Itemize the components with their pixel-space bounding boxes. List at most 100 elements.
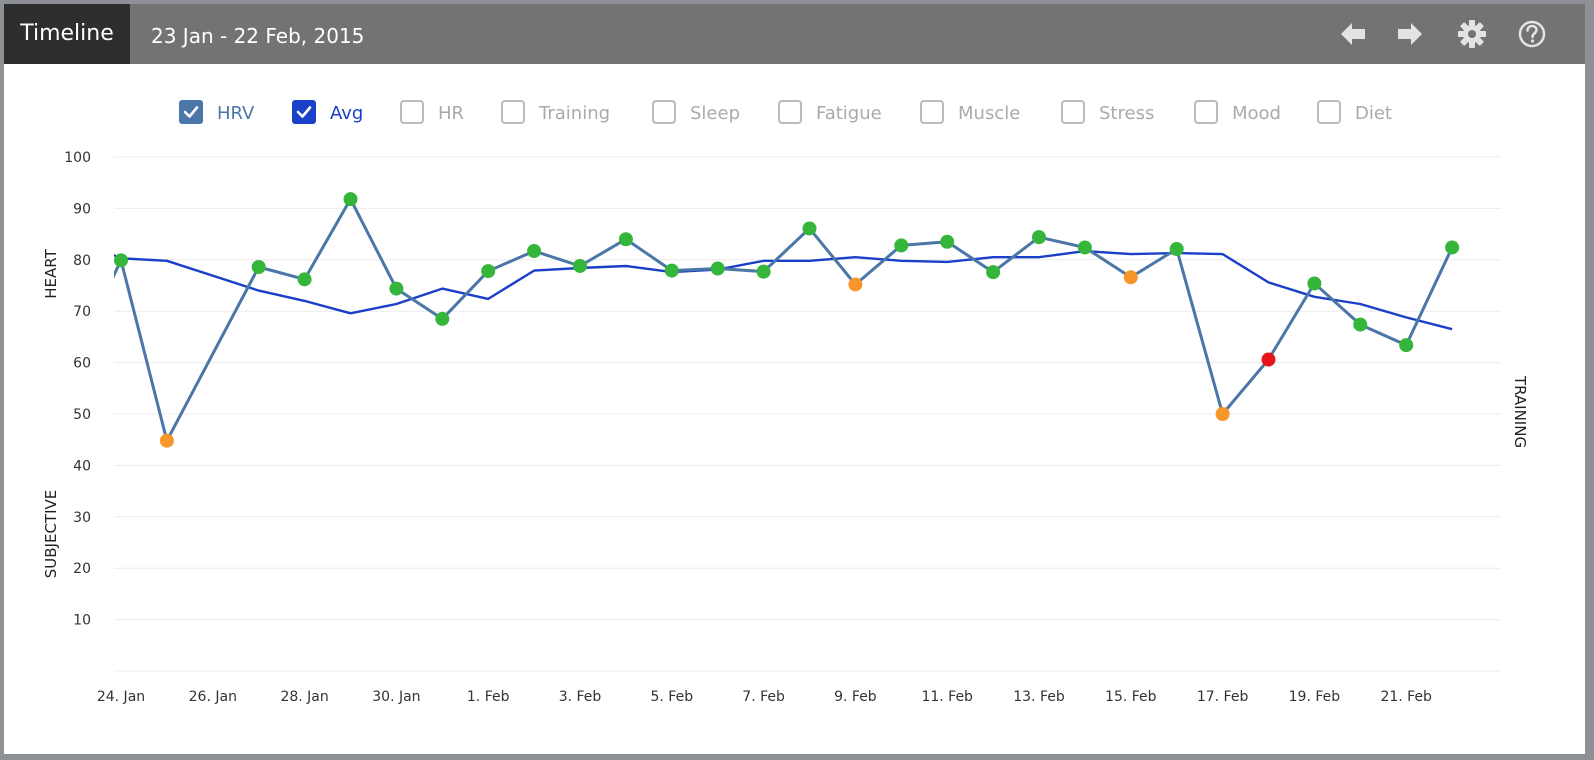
x-tick-label: 24. Jan xyxy=(97,689,145,705)
checkbox-unchecked[interactable] xyxy=(778,100,802,124)
hrv-point-good[interactable] xyxy=(435,311,450,326)
arrow-right-icon[interactable] xyxy=(1394,18,1426,50)
x-tick-label: 11. Feb xyxy=(921,689,973,705)
hrv-point-good[interactable] xyxy=(986,265,1001,280)
y-tick-label: 50 xyxy=(73,407,91,423)
checkbox-unchecked[interactable] xyxy=(1061,100,1085,124)
header-bar: Timeline 23 Jan - 22 Feb, 2015 xyxy=(4,4,1585,64)
legend-label: Muscle xyxy=(958,103,1020,124)
hrv-point-good[interactable] xyxy=(1169,242,1184,257)
y-axis-title-subjective: SUBJECTIVE xyxy=(42,490,60,579)
x-tick-label: 3. Feb xyxy=(559,689,602,705)
hrv-point-warn[interactable] xyxy=(1123,270,1138,285)
hrv-point-good[interactable] xyxy=(251,259,266,274)
legend-label: Sleep xyxy=(690,103,740,124)
app-window: Timeline 23 Jan - 22 Feb, 2015 xyxy=(4,4,1585,754)
legend-item-mood[interactable]: Mood xyxy=(1194,100,1281,124)
y-axis-title-heart: HEART xyxy=(42,248,60,298)
x-tick-label: 9. Feb xyxy=(834,689,877,705)
checkbox-unchecked[interactable] xyxy=(920,100,944,124)
legend-item-hr[interactable]: HR xyxy=(400,100,464,124)
checkmark-icon xyxy=(296,106,312,118)
legend-label: Fatigue xyxy=(816,103,882,124)
x-tick-label: 1. Feb xyxy=(467,689,510,705)
hrv-point-good[interactable] xyxy=(710,261,725,276)
hrv-point-good[interactable] xyxy=(1307,276,1322,291)
checkmark-icon xyxy=(183,106,199,118)
legend-label: Mood xyxy=(1232,103,1281,124)
legend-item-training[interactable]: Training xyxy=(501,100,610,124)
checkbox-unchecked[interactable] xyxy=(1317,100,1341,124)
hrv-point-good[interactable] xyxy=(802,221,817,236)
checkbox-unchecked[interactable] xyxy=(400,100,424,124)
legend-item-muscle[interactable]: Muscle xyxy=(920,100,1020,124)
y-tick-label: 10 xyxy=(73,613,91,629)
legend-label: HR xyxy=(438,103,464,124)
hrv-point-good[interactable] xyxy=(940,234,955,249)
hrv-point-good[interactable] xyxy=(114,253,128,268)
y-axis-title-training: TRAINING xyxy=(1511,375,1529,448)
arrow-left-icon[interactable] xyxy=(1337,18,1369,50)
x-tick-label: 15. Feb xyxy=(1105,689,1157,705)
hrv-point-good[interactable] xyxy=(1077,240,1092,255)
hrv-point-good[interactable] xyxy=(756,264,771,279)
x-tick-label: 5. Feb xyxy=(650,689,693,705)
hrv-point-good[interactable] xyxy=(664,263,679,278)
hrv-point-warn[interactable] xyxy=(1215,407,1230,421)
hrv-point-good[interactable] xyxy=(1445,240,1460,255)
hrv-point-good[interactable] xyxy=(527,244,542,259)
y-tick-label: 20 xyxy=(73,561,91,577)
hrv-point-warn[interactable] xyxy=(848,277,863,292)
hrv-point-bad[interactable] xyxy=(1261,352,1276,367)
x-tick-label: 7. Feb xyxy=(742,689,785,705)
tab-timeline[interactable]: Timeline xyxy=(4,4,130,64)
legend-label: Training xyxy=(538,103,610,124)
legend-item-fatigue[interactable]: Fatigue xyxy=(778,100,882,124)
legend-item-sleep[interactable]: Sleep xyxy=(652,100,740,124)
legend-label: Stress xyxy=(1099,103,1154,124)
date-range-label: 23 Jan - 22 Feb, 2015 xyxy=(151,24,365,48)
hrv-point-good[interactable] xyxy=(1399,338,1414,353)
legend-label: Diet xyxy=(1355,103,1392,124)
hrv-point-good[interactable] xyxy=(894,238,909,253)
hrv-point-good[interactable] xyxy=(343,192,358,207)
series-line-avg xyxy=(114,249,1453,331)
checkbox-unchecked[interactable] xyxy=(501,100,525,124)
y-tick-label: 30 xyxy=(73,510,91,526)
hrv-point-warn[interactable] xyxy=(159,433,174,448)
x-tick-label: 19. Feb xyxy=(1289,689,1341,705)
hrv-point-good[interactable] xyxy=(481,264,496,279)
x-tick-label: 17. Feb xyxy=(1197,689,1249,705)
checkbox-checked[interactable] xyxy=(179,100,203,124)
x-tick-label: 28. Jan xyxy=(280,689,328,705)
chart-area: HRV Avg HR Training Sleep Fatigue Muscle Stress… xyxy=(42,100,1529,705)
legend-item-diet[interactable]: Diet xyxy=(1317,100,1392,124)
checkbox-unchecked[interactable] xyxy=(652,100,676,124)
legend-label: HRV xyxy=(217,103,255,124)
help-icon[interactable] xyxy=(1516,18,1548,50)
hrv-point-good[interactable] xyxy=(1353,317,1368,332)
y-tick-label: 100 xyxy=(64,150,91,166)
y-tick-label: 40 xyxy=(73,458,91,474)
series-line-hrv xyxy=(114,197,1454,443)
legend-item-avg[interactable]: Avg xyxy=(292,100,363,124)
x-tick-label: 26. Jan xyxy=(189,689,237,705)
y-tick-label: 60 xyxy=(73,356,91,372)
y-tick-label: 80 xyxy=(73,253,91,269)
hrv-point-good[interactable] xyxy=(618,232,633,247)
gear-icon[interactable] xyxy=(1456,18,1488,50)
legend-label: Avg xyxy=(330,103,363,124)
checkbox-checked[interactable] xyxy=(292,100,316,124)
y-tick-label: 70 xyxy=(73,304,91,320)
checkbox-unchecked[interactable] xyxy=(1194,100,1218,124)
x-tick-label: 13. Feb xyxy=(1013,689,1065,705)
legend-item-hrv[interactable]: HRV xyxy=(179,100,255,124)
hrv-point-good[interactable] xyxy=(297,272,312,287)
y-tick-label: 90 xyxy=(73,201,91,217)
hrv-point-good[interactable] xyxy=(1032,230,1046,245)
x-tick-label: 30. Jan xyxy=(372,689,420,705)
hrv-point-good[interactable] xyxy=(573,258,587,273)
legend-item-stress[interactable]: Stress xyxy=(1061,100,1154,124)
x-tick-label: 21. Feb xyxy=(1380,689,1432,705)
hrv-point-good[interactable] xyxy=(389,281,404,296)
